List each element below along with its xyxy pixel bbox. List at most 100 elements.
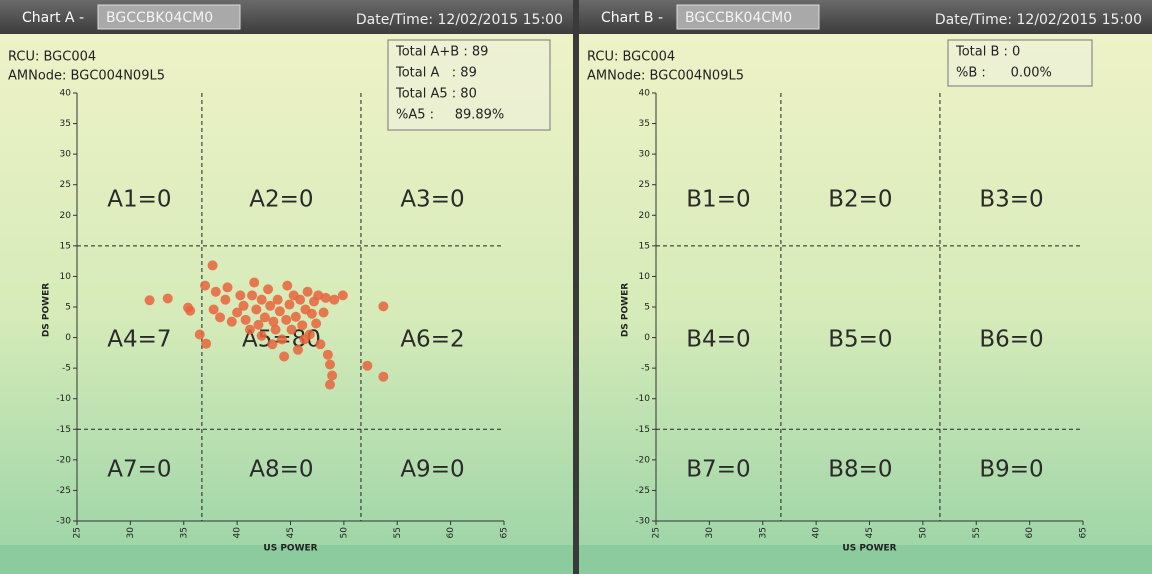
data-point [311,318,322,329]
chart-id-box [676,4,820,30]
y-tick-label: 5 [65,303,71,313]
y-axis-label: DS POWER [42,283,52,337]
chart-panel: Chart B - BGCCBK04CM0 Date/Time: 12/02/201… [579,0,1152,574]
y-tick-label: -30 [635,517,650,527]
chart-id-box [97,4,241,30]
chart-title: Chart B - [601,10,663,26]
x-tick-label: 30 [705,527,715,539]
panel-background [579,0,1152,574]
data-point [329,294,340,305]
data-point [290,311,301,322]
data-point [222,282,233,293]
data-point [302,286,313,297]
data-point [183,302,194,313]
y-tick-label: 35 [639,119,650,129]
info-line: RCU: BGC004 [587,50,675,65]
chart-panel: Chart A - BGCCBK04CM0 Date/Time: 12/02/201… [0,0,573,574]
x-tick-label: 35 [179,527,189,538]
zone-label: A6=2 [400,327,464,353]
zone-label: B7=0 [686,457,750,483]
data-point [249,277,260,288]
summary-line: Total A+B : 89 [395,45,488,60]
y-tick-label: -15 [56,425,71,435]
y-tick-label: 15 [639,241,650,251]
data-point [194,329,205,340]
y-tick-label: -20 [635,455,650,465]
data-point [324,359,335,370]
zone-label: B2=0 [828,187,892,213]
panel-footer [579,545,1152,574]
y-tick-label: -5 [62,364,71,374]
data-point [378,371,389,382]
x-tick-label: 50 [339,527,349,539]
y-tick-label: 0 [644,333,650,343]
y-tick-label: 5 [644,303,650,313]
date-time: Date/Time: 12/02/2015 15:00 [356,12,563,28]
data-point [270,324,281,335]
data-point [267,339,278,350]
summary-line: Total B : 0 [955,45,1020,60]
info-line: AMNode: BGC004N09L5 [8,69,165,84]
zone-label: B3=0 [979,187,1043,213]
info-line: AMNode: BGC004N09L5 [587,69,744,84]
x-tick-label: 25 [73,527,83,538]
y-tick-label: 15 [60,241,71,251]
x-tick-label: 50 [918,527,928,539]
chart-id: BGCCBK04CM0 [106,10,213,26]
summary-line: %B : 0.00% [956,66,1052,81]
y-tick-label: -25 [56,486,71,496]
y-tick-label: 25 [639,180,650,190]
data-point [284,299,295,310]
data-point [281,314,292,325]
x-tick-label: 45 [286,527,296,538]
x-tick-label: 45 [865,527,875,538]
data-point [297,320,308,331]
date-time: Date/Time: 12/02/2015 15:00 [935,12,1142,28]
y-tick-label: -20 [56,455,71,465]
data-point [207,260,218,271]
y-axis-label: DS POWER [621,283,631,337]
summary-box [387,39,551,131]
data-point [279,351,290,362]
y-tick-label: 30 [60,150,72,160]
data-point [144,295,155,306]
data-point [240,314,251,325]
data-point [327,370,338,381]
data-point [256,330,267,341]
y-tick-label: 10 [639,272,651,282]
zone-label: B5=0 [828,327,892,353]
y-tick-label: 30 [639,150,651,160]
y-tick-label: 40 [639,89,651,99]
zone-label: A3=0 [400,187,464,213]
data-point [315,339,326,350]
data-point [235,290,246,301]
panel-header [579,0,1152,34]
data-point [337,290,348,301]
y-tick-label: 10 [60,272,72,282]
data-point [292,344,303,355]
data-point [378,301,389,312]
x-tick-label: 60 [1025,527,1035,539]
data-point [238,300,249,311]
data-point [362,360,373,371]
x-tick-label: 35 [758,527,768,538]
x-tick-label: 25 [652,527,662,538]
summary-line: Total A : 89 [395,66,477,81]
summary-line: %A5 : 89.89% [396,108,504,123]
zone-label: A2=0 [249,187,313,213]
data-point [208,304,219,315]
data-point [259,312,270,323]
data-point [226,316,237,327]
x-tick-label: 55 [393,527,403,538]
x-tick-label: 40 [812,527,822,539]
data-point [215,312,226,323]
data-point [201,338,212,349]
data-point [274,306,285,317]
data-point [256,294,267,305]
x-tick-label: 40 [233,527,243,539]
data-point [282,280,293,291]
data-point [268,316,279,327]
panel-header [0,0,573,34]
data-point [244,324,255,335]
